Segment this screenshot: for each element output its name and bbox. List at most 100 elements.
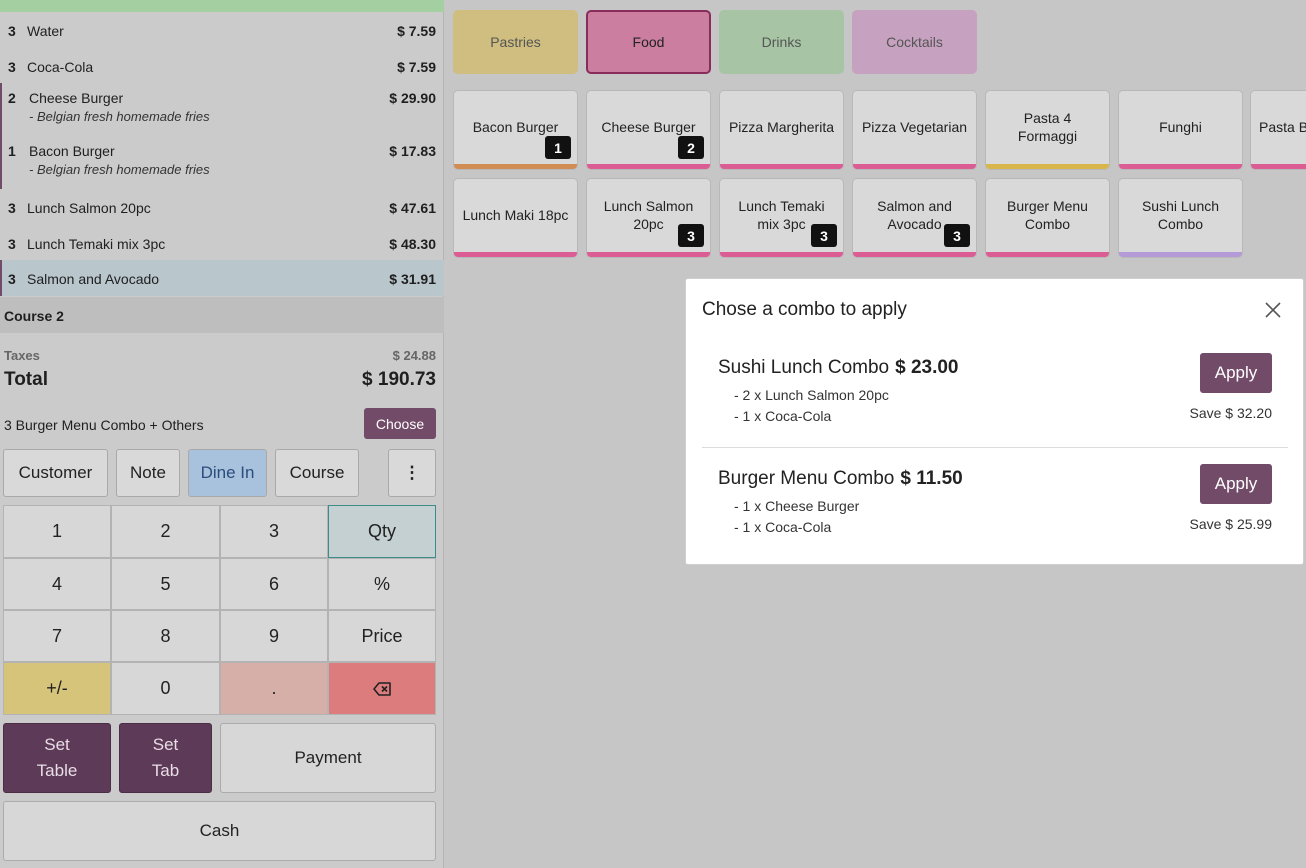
taxes-value: $ 24.88 [392,348,436,363]
numpad-4[interactable]: 4 [3,558,111,610]
combo-option: Sushi Lunch Combo $ 23.00 - 2 x Lunch Sal… [702,345,1288,455]
order-lines: 3 Water $ 7.59 3 Coca-Cola $ 7.59 2 Chee… [0,12,444,296]
numpad-9[interactable]: 9 [220,610,328,662]
course-header[interactable]: Course 2 [0,297,444,333]
numpad-price[interactable]: Price [328,610,436,662]
cash-button[interactable]: Cash [3,801,436,861]
line-qty: 3 [8,235,16,252]
numpad-decimal[interactable]: . [220,662,328,715]
backspace-icon-glyph [373,681,391,696]
product-qty-badge: 1 [545,136,571,159]
order-line-selected[interactable]: 3 Salmon and Avocado $ 31.91 [0,260,444,296]
numpad-plus-minus[interactable]: +/- [3,662,111,715]
combo-name: Burger Menu Combo [718,468,895,489]
line-price: $ 17.83 [389,143,436,160]
product-qty-badge: 3 [678,224,704,247]
product-name: Pasta Bolognese [1259,119,1306,135]
product-color-strip [1251,164,1306,169]
product-card[interactable]: Pizza Vegetarian [852,90,977,170]
product-color-strip [720,252,843,257]
combo-suggestion-text: 3 Burger Menu Combo + Others [4,417,204,433]
line-name: Bacon Burger [29,143,115,160]
combo-savings: Save $ 32.20 [1189,405,1272,421]
taxes-label: Taxes [4,348,40,363]
set-table-button[interactable]: Set Table [3,723,111,793]
product-card[interactable]: Sushi Lunch Combo [1118,178,1243,258]
set-table-label-2: Table [36,761,78,780]
line-name: Salmon and Avocado [27,271,160,288]
combo-item: - 1 x Cheese Burger [734,498,860,514]
dine-in-button[interactable]: Dine In [188,449,267,497]
product-card[interactable]: Lunch Temaki mix 3pc 3 [719,178,844,258]
order-line[interactable]: 3 Water $ 7.59 [0,12,444,48]
customer-button[interactable]: Customer [3,449,108,497]
numpad-qty[interactable]: Qty [328,505,436,558]
total-value: $ 190.73 [362,369,436,390]
product-qty-badge: 2 [678,136,704,159]
product-card[interactable]: Salmon and Avocado 3 [852,178,977,258]
backspace-icon[interactable] [328,662,436,715]
combo-item: - 1 x Coca-Cola [734,519,832,535]
product-card[interactable]: Cheese Burger 2 [586,90,711,170]
numpad-7[interactable]: 7 [3,610,111,662]
category-food[interactable]: Food [586,10,711,74]
category-cocktails[interactable]: Cocktails [852,10,977,74]
combo-option: Burger Menu Combo $ 11.50 - 1 x Cheese Bu… [702,456,1288,566]
numpad-8[interactable]: 8 [111,610,220,662]
note-button[interactable]: Note [116,449,180,497]
product-card[interactable]: Bacon Burger 1 [453,90,578,170]
more-options-icon[interactable]: ⋮ [388,449,436,497]
line-note: - Belgian fresh homemade fries [29,162,210,178]
line-qty: 3 [8,23,16,39]
order-line[interactable]: 3 Coca-Cola $ 7.59 [0,48,444,84]
combo-item: - 1 x Coca-Cola [734,408,832,424]
numpad-percent[interactable]: % [328,558,436,610]
product-card[interactable]: Lunch Salmon 20pc 3 [586,178,711,258]
numpad-5[interactable]: 5 [111,558,220,610]
line-price: $ 7.59 [397,58,436,75]
product-card[interactable]: Pizza Margherita [719,90,844,170]
product-name: Bacon Burger [472,119,559,135]
numpad-6[interactable]: 6 [220,558,328,610]
product-color-strip [1119,164,1242,169]
set-tab-label-2: Tab [151,761,180,780]
product-name: Funghi [1159,119,1202,135]
product-card[interactable]: Funghi [1118,90,1243,170]
line-price: $ 31.91 [389,271,436,288]
choose-combo-button[interactable]: Choose [364,408,436,439]
line-qty: 3 [8,58,16,75]
product-color-strip [853,164,976,169]
product-color-strip [986,252,1109,257]
order-header-bar [0,0,444,12]
apply-combo-button[interactable]: Apply [1200,353,1272,393]
order-line[interactable]: 2 Cheese Burger $ 29.90 - Belgian fresh … [0,83,444,137]
numpad-1[interactable]: 1 [3,505,111,558]
close-icon[interactable] [1262,299,1284,321]
order-line[interactable]: 1 Bacon Burger $ 17.83 - Belgian fresh h… [0,136,444,190]
course-button[interactable]: Course [275,449,359,497]
product-card-partial[interactable]: Pasta Bolognese [1250,90,1306,170]
numpad-2[interactable]: 2 [111,505,220,558]
line-qty: 1 [8,143,16,160]
payment-button[interactable]: Payment [220,723,436,793]
line-price: $ 47.61 [389,200,436,217]
numpad-0[interactable]: 0 [111,662,220,715]
set-tab-button[interactable]: Set Tab [119,723,212,793]
product-qty-badge: 3 [944,224,970,247]
product-color-strip [720,164,843,169]
product-name: Pizza Vegetarian [861,119,968,135]
category-drinks[interactable]: Drinks [719,10,844,74]
product-name: Lunch Maki 18pc [462,207,569,223]
apply-combo-button[interactable]: Apply [1200,464,1272,504]
order-line[interactable]: 3 Lunch Salmon 20pc $ 47.61 [0,189,444,225]
numpad-3[interactable]: 3 [220,505,328,558]
product-name: Lunch Temaki mix 3pc [738,198,825,232]
product-card[interactable]: Lunch Maki 18pc [453,178,578,258]
order-line[interactable]: 3 Lunch Temaki mix 3pc $ 48.30 [0,225,444,261]
line-note: - Belgian fresh homemade fries [29,109,210,125]
category-pastries[interactable]: Pastries [453,10,578,74]
line-price: $ 7.59 [397,23,436,39]
product-card[interactable]: Pasta 4 Formaggi [985,90,1110,170]
product-card[interactable]: Burger Menu Combo [985,178,1110,258]
dialog-title: Chose a combo to apply [702,299,907,320]
